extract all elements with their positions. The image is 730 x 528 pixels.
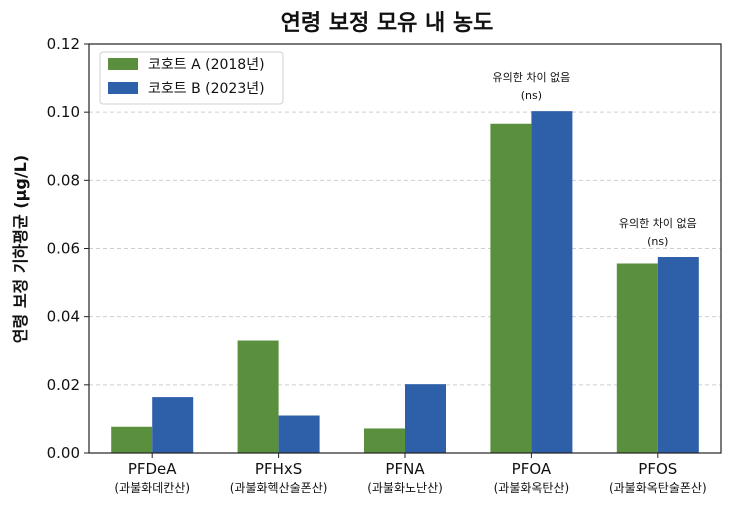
legend-label: 코호트 A (2018년) [148, 57, 265, 73]
bar [405, 384, 446, 453]
x-tick-sublabel: (과불화옥탄산) [494, 481, 570, 495]
x-tick-label: PFOS [638, 460, 677, 478]
y-tick-label: 0.06 [47, 240, 80, 258]
x-tick-sublabel: (과불화노난산) [367, 481, 443, 495]
bar [237, 340, 279, 453]
bar [657, 257, 699, 453]
y-axis-label: 연령 보정 기하평균 (μg/L) [11, 155, 30, 343]
bar [616, 263, 658, 453]
bar [278, 415, 320, 453]
x-tick-label: PFDeA [128, 460, 177, 478]
grid-lines [89, 111, 721, 386]
bar [152, 397, 194, 453]
bars [111, 111, 699, 453]
bar [490, 123, 532, 453]
annotation-text: 유의한 차이 없음 [492, 71, 570, 84]
annotations: 유의한 차이 없음 (ns) 유의한 차이 없음 (ns) [492, 71, 696, 248]
annotation-text: 유의한 차이 없음 [619, 217, 697, 230]
bar [364, 428, 405, 453]
y-tick-label: 0.10 [47, 103, 80, 121]
y-tick-label: 0.00 [47, 444, 80, 462]
x-tick-sublabel: (과불화옥탄술폰산) [609, 481, 707, 495]
legend-swatch [108, 58, 138, 70]
chart-title: 연령 보정 모유 내 농도 [281, 11, 494, 36]
legend-label: 코호트 B (2023년) [148, 81, 265, 97]
x-tick-sublabel: (과불화헥산술폰산) [230, 481, 328, 495]
x-tick-label: PFNA [385, 460, 425, 478]
x-tick-label: PFHxS [255, 460, 302, 478]
x-tick-sublabel: (과불화데칸산) [114, 481, 190, 495]
axes: 0.00 0.02 0.04 0.06 0.08 0.10 0.12 PFDeA (과불화데칸산… [47, 35, 722, 495]
y-tick-label: 0.04 [47, 308, 80, 326]
bar [531, 111, 573, 453]
y-tick-label: 0.08 [47, 171, 80, 189]
bar [111, 426, 153, 453]
annotation-text: (ns) [521, 89, 542, 102]
legend-swatch [108, 82, 138, 94]
y-tick-label: 0.02 [47, 376, 80, 394]
legend: 코호트 A (2018년) 코호트 B (2023년) [99, 51, 284, 105]
legend-box [99, 51, 284, 105]
x-tick-label: PFOA [512, 460, 552, 478]
plot-frame [88, 43, 722, 454]
y-tick-label: 0.12 [47, 35, 80, 53]
annotation-text: (ns) [647, 235, 668, 248]
